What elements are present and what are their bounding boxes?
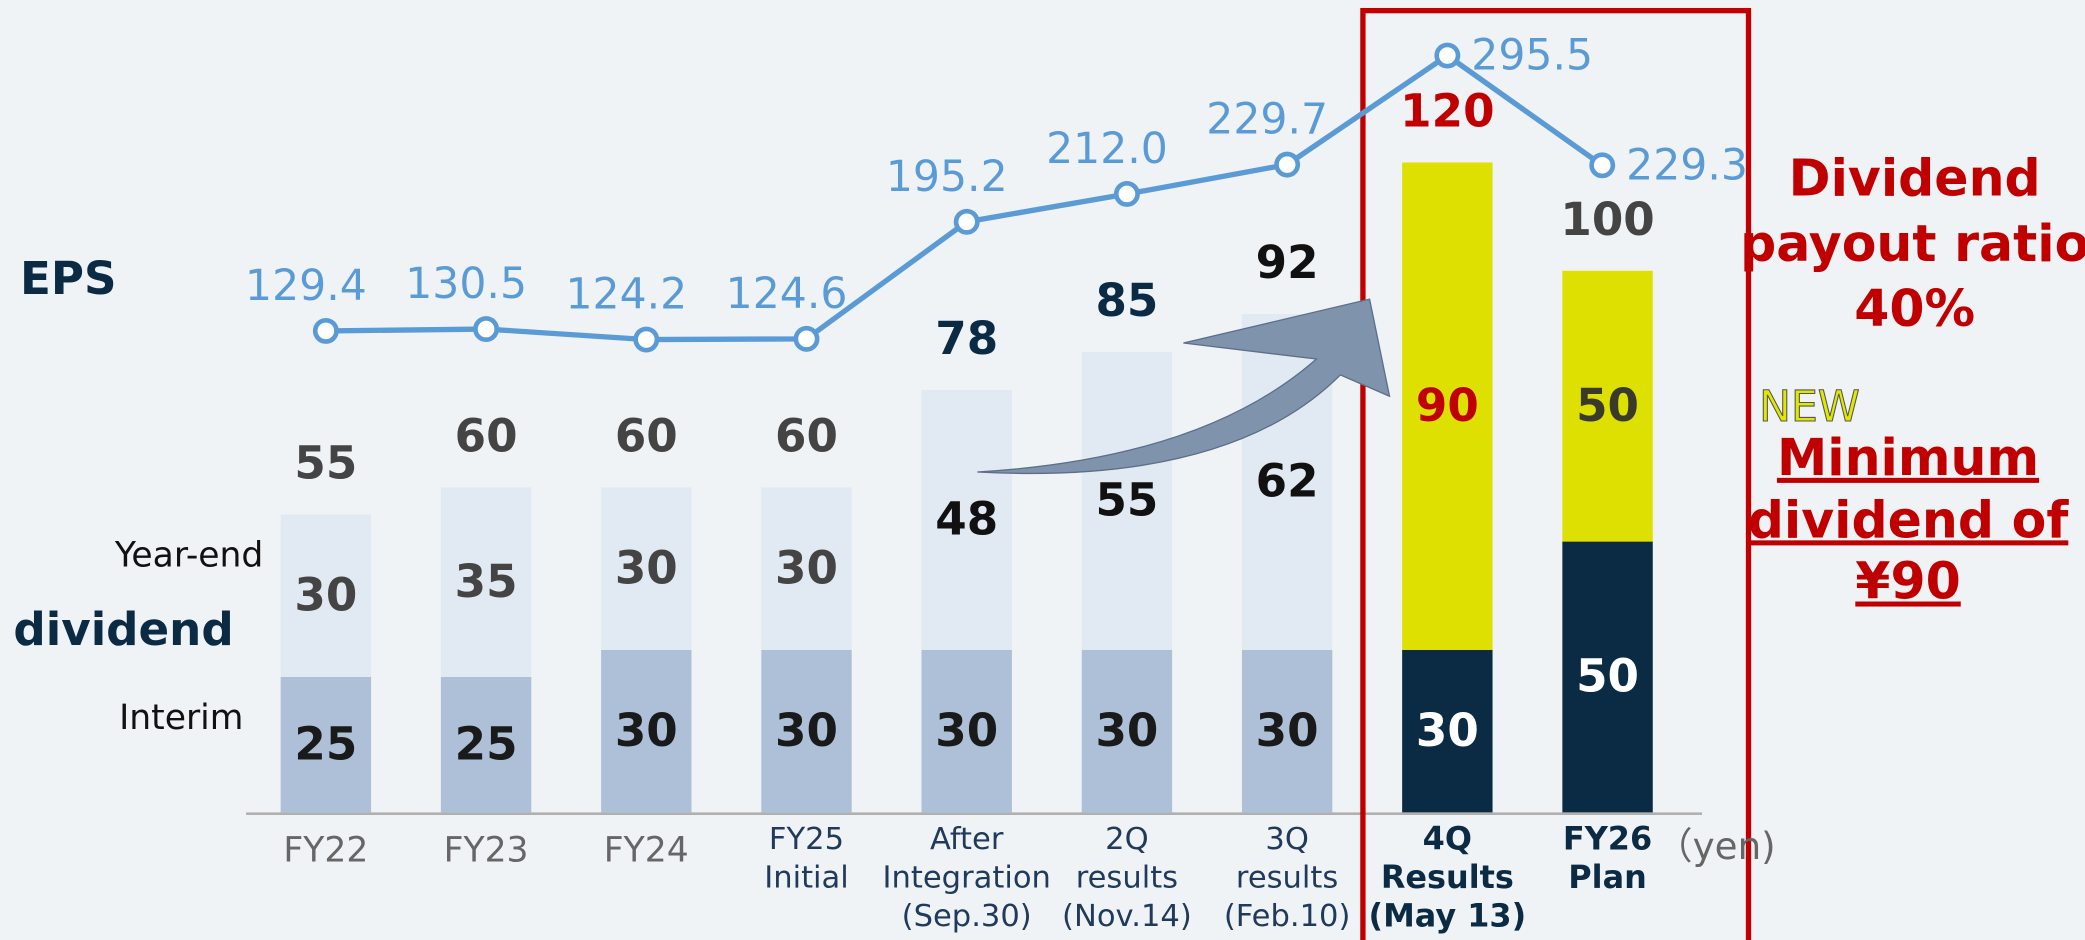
total-label: 60 [775,410,838,463]
x-tick-label: 4Q [1423,819,1472,857]
value-label: 30 [1416,704,1479,757]
payout-text: 40% [1854,279,1975,338]
x-tick-label: results [1076,860,1178,895]
total-label: 92 [1256,236,1319,289]
x-tick-label: (Nov.14) [1062,899,1192,934]
eps-label: EPS [20,252,117,305]
eps-label: 229.7 [1206,96,1328,145]
total-label: 100 [1560,193,1654,246]
x-tick-label: Initial [764,860,849,895]
eps-label: 195.2 [886,153,1008,202]
x-tick-label: results [1236,860,1338,895]
value-label: 55 [1095,474,1158,527]
chart: FY22 FY23 FY24 FY25Initial AfterIntegration (… [0,0,2085,940]
eps-point [1116,183,1137,204]
x-tick-label: (Sep.30) [902,899,1032,934]
x-tick-label: Plan [1568,858,1647,896]
x-tick-label: 2Q [1105,822,1149,857]
minimum-text: ¥90 [1855,552,1960,611]
unit-label: （yen) [1655,824,1775,868]
total-label: 85 [1095,274,1158,327]
value-label: 30 [615,704,678,757]
x-tick-label: Results [1381,858,1514,896]
value-label: 50 [1576,379,1639,432]
interim-label: Interim [119,698,243,738]
value-label: 25 [294,717,357,770]
eps-point [315,320,336,341]
minimum-text: Minimum [1777,428,2039,487]
x-tick-label: FY23 [444,831,529,871]
x-tick-label: After [930,822,1004,857]
x-tick-label: (May 13) [1369,896,1527,934]
eps-point [1592,155,1613,176]
value-label: 25 [455,717,518,770]
minimum-text: dividend of [1748,490,2070,549]
x-tick-label: FY22 [283,831,368,871]
eps-label: 229.3 [1626,141,1748,190]
eps-point [636,329,657,350]
total-label: 60 [615,410,678,463]
x-tick-label: (Feb.10) [1224,899,1351,934]
total-label: 60 [455,410,518,463]
total-label: 78 [935,312,998,365]
value-label: 30 [294,568,357,621]
x-tick-label: Integration [883,860,1051,895]
eps-label: 295.5 [1471,32,1593,81]
value-label: 90 [1416,379,1479,432]
x-tick-label: FY24 [604,831,689,871]
x-tick-label: 3Q [1265,822,1309,857]
value-label: 30 [1095,704,1158,757]
eps-label: 129.4 [245,262,367,311]
x-tick-label: FY26 [1563,819,1652,857]
eps-label: 124.6 [726,270,848,319]
x-tick-label: FY25 [769,822,844,857]
value-label: 30 [935,704,998,757]
eps-point [475,318,496,339]
dividend-label: dividend [13,603,233,656]
eps-point [1437,45,1458,66]
eps-point [956,211,977,232]
eps-point [1277,154,1298,175]
value-label: 30 [1256,704,1319,757]
eps-label: 130.5 [405,260,527,309]
eps-point [796,328,817,349]
eps-label: 124.2 [565,270,687,319]
payout-text: payout ratio [1740,214,2085,273]
year-end-label: Year-end [114,536,263,576]
value-label: 30 [775,704,838,757]
value-label: 48 [935,493,998,546]
value-label: 50 [1576,650,1639,703]
payout-text: Dividend [1789,149,2041,208]
value-label: 35 [455,555,518,608]
value-label: 62 [1256,455,1319,508]
value-label: 30 [615,541,678,594]
new-badge: NEW [1759,383,1860,432]
total-label: 120 [1400,85,1494,138]
total-label: 55 [294,437,357,490]
page: FY22 FY23 FY24 FY25Initial AfterIntegration (… [0,0,2085,940]
eps-label: 212.0 [1046,125,1168,174]
value-label: 30 [775,541,838,594]
